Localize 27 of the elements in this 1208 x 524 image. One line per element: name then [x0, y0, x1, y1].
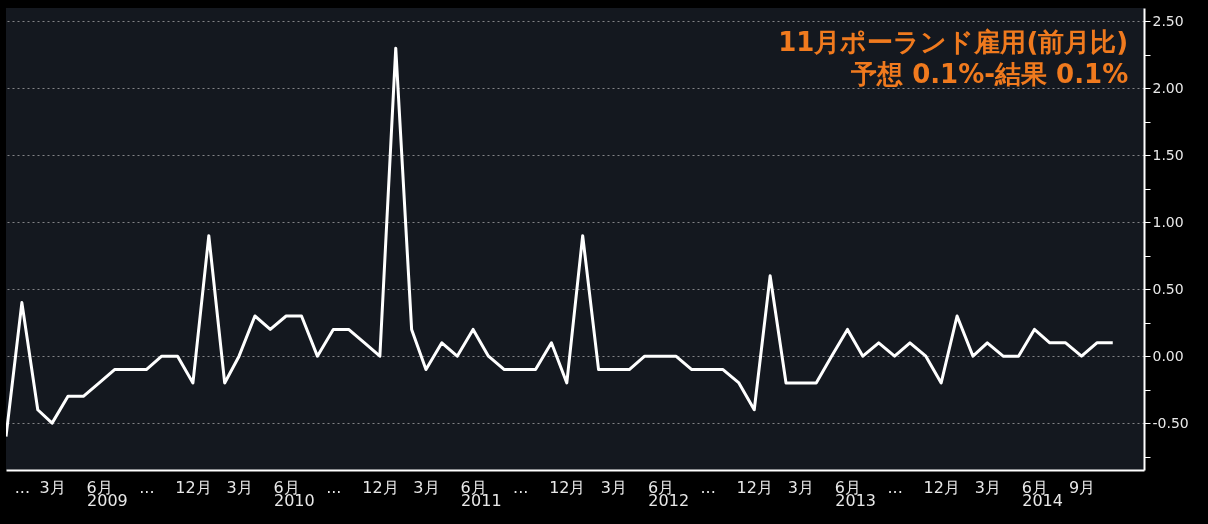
x-tick-label: 3月 [600, 477, 628, 497]
y-tick-label: 1.00 [1152, 213, 1184, 230]
x-tick-label: ... [700, 477, 716, 497]
y-tick-label: 2.50 [1152, 12, 1184, 29]
x-tick-label: 3月 [226, 477, 253, 497]
x-tick-label: 9月 [1068, 477, 1096, 497]
x-tick-label: ... [139, 477, 155, 497]
x-tick-label: ... [14, 477, 31, 497]
x-tick-label: 12月 [175, 477, 212, 497]
x-tick-label: 3月 [413, 477, 440, 497]
x-tick-label: 3月 [787, 477, 814, 497]
x-tick-label: 12月 [362, 477, 399, 497]
x-tick-label: 12月 [736, 477, 773, 497]
x-tick-label: 12月 [923, 477, 960, 497]
text: 11月ポーランド雇用(前月比) [778, 27, 1129, 57]
y-tick-label: 0.50 [1152, 280, 1184, 297]
y-tick-label: -0.50 [1152, 414, 1189, 431]
x-tick-label: 12月 [549, 477, 586, 497]
x-tick-label: ... [513, 477, 529, 497]
y-tick-label: 2.00 [1152, 79, 1184, 96]
text: 予想 0.1%-結果 0.1% [850, 59, 1129, 89]
x-tick-label: ... [887, 477, 903, 497]
x-tick-label: 3月 [974, 477, 1001, 497]
y-tick-label: 1.50 [1152, 146, 1184, 163]
y-tick-label: 0.00 [1152, 347, 1184, 364]
x-tick-label: 3月 [39, 477, 66, 497]
x-tick-label: ... [326, 477, 342, 497]
